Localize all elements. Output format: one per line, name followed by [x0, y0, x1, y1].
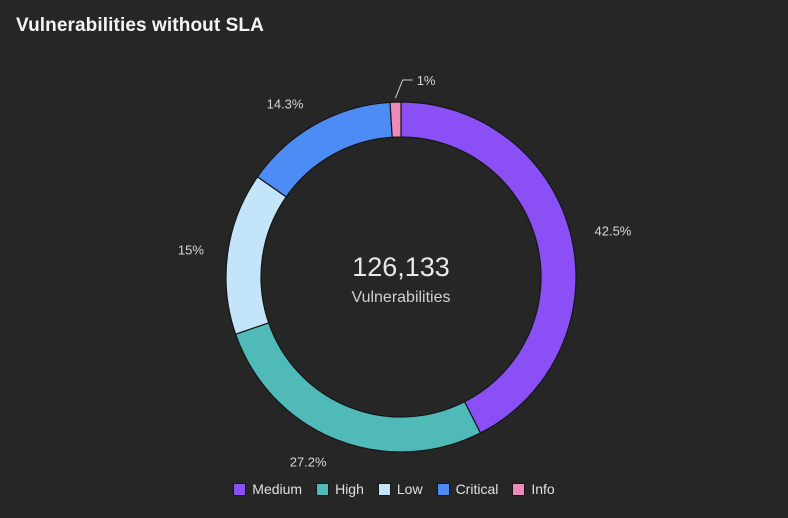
legend-item-info[interactable]: Info — [512, 481, 555, 497]
legend-label-critical: Critical — [455, 481, 499, 497]
donut-chart: 42.5% 27.2% 15% 14.3% 1% 126,133 Vulnerabili… — [178, 73, 632, 470]
slice-low[interactable] — [225, 175, 288, 335]
legend-swatch-info — [512, 482, 526, 496]
legend-label-medium: Medium — [252, 481, 303, 497]
slice-critical[interactable] — [256, 101, 393, 198]
slice-medium[interactable] — [400, 101, 577, 434]
center-total: 126,133 — [352, 252, 450, 282]
legend-label-low: Low — [396, 481, 423, 497]
donut-slices — [225, 101, 577, 453]
slice-label-medium: 42.5% — [595, 224, 632, 239]
leader-line-info — [394, 79, 413, 99]
legend-label-high: High — [335, 481, 364, 497]
slice-label-high: 27.2% — [290, 455, 327, 470]
legend-swatch-high — [316, 482, 330, 496]
chart-title: Vulnerabilities without SLA — [16, 15, 264, 36]
slice-high[interactable] — [234, 322, 482, 453]
center-caption: Vulnerabilities — [351, 289, 450, 306]
legend-label-info: Info — [531, 481, 555, 497]
chart-legend: Medium High Low Critical Info — [0, 481, 788, 497]
slice-label-info: 1% — [417, 73, 436, 88]
legend-swatch-medium — [233, 482, 247, 496]
legend-swatch-critical — [436, 482, 450, 496]
slice-labels: 42.5% 27.2% 15% 14.3% 1% — [178, 73, 632, 470]
slice-label-low: 15% — [178, 243, 204, 258]
slice-info[interactable] — [389, 101, 402, 138]
legend-item-medium[interactable]: Medium — [233, 481, 302, 497]
legend-item-low[interactable]: Low — [377, 481, 423, 497]
slice-label-critical: 14.3% — [267, 97, 304, 112]
legend-item-critical[interactable]: Critical — [436, 481, 499, 497]
legend-swatch-low — [377, 482, 391, 496]
legend-item-high[interactable]: High — [316, 481, 364, 497]
